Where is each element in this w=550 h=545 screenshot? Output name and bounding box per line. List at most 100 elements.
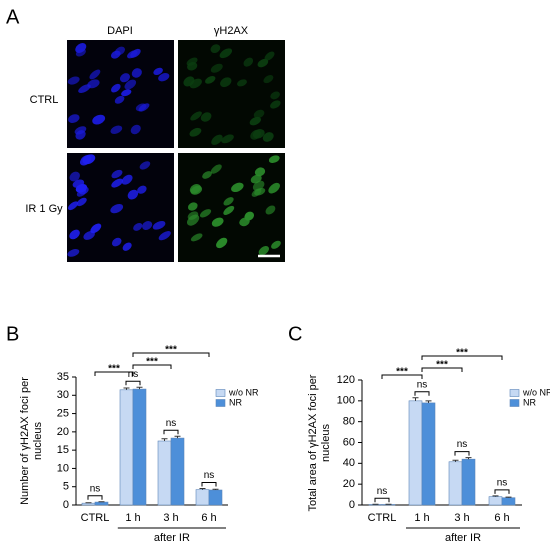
- sig-bracket: [87, 495, 103, 500]
- legend-swatch: [215, 399, 226, 407]
- nucleus: [127, 189, 139, 200]
- nucleus: [270, 100, 281, 109]
- nucleus: [223, 197, 234, 206]
- nucleus: [268, 155, 280, 163]
- nucleus: [67, 249, 80, 257]
- nucleus: [76, 197, 87, 207]
- nucleus: [270, 91, 280, 100]
- bar: [132, 388, 147, 506]
- nucleus: [187, 214, 200, 226]
- sig-label: ns: [377, 486, 388, 497]
- x-tick-label: 1 h: [414, 512, 429, 524]
- y-tick-label: 100: [337, 395, 355, 407]
- nucleus: [243, 57, 254, 67]
- nucleus: [158, 231, 171, 241]
- nucleus: [239, 217, 250, 227]
- bar: [94, 501, 109, 506]
- sig-bracket: [381, 374, 423, 379]
- y-tick-label: 10: [57, 462, 69, 474]
- nucleus: [142, 221, 153, 231]
- row-label: IR 1 Gy: [25, 203, 63, 215]
- sig-bracket: [414, 391, 430, 396]
- y-tick-label: 30: [57, 389, 69, 401]
- error-bar: [425, 400, 432, 403]
- nucleus: [69, 171, 80, 182]
- nucleus: [121, 89, 132, 97]
- sig-label: ***: [108, 364, 120, 375]
- y-tick-label: 15: [57, 444, 69, 456]
- legend-label: NR: [523, 397, 536, 407]
- bar: [119, 389, 134, 506]
- y-tick-label: 40: [343, 457, 355, 469]
- y-tick-label: 80: [343, 416, 355, 428]
- sig-label: ns: [457, 439, 468, 450]
- sig-label: ns: [90, 483, 101, 494]
- nucleus: [210, 44, 221, 54]
- nucleus: [133, 222, 143, 231]
- bar: [488, 496, 503, 506]
- nucleus: [190, 233, 203, 242]
- sig-bracket: [494, 489, 510, 494]
- sig-bracket: [94, 371, 134, 376]
- panel-label: C: [288, 323, 302, 345]
- sig-label: ***: [456, 348, 468, 359]
- nucleus: [189, 78, 202, 89]
- nucleus: [152, 221, 166, 230]
- panel-label: A: [6, 6, 20, 28]
- error-bar: [505, 496, 512, 498]
- nucleus: [249, 116, 261, 126]
- nucleus: [216, 237, 228, 249]
- nucleus: [187, 202, 198, 211]
- group-label: after IR: [445, 532, 481, 544]
- panel-label: B: [6, 323, 19, 345]
- nucleus: [89, 69, 101, 80]
- legend-swatch: [509, 389, 520, 397]
- column-label: DAPI: [107, 25, 133, 37]
- sig-bracket: [421, 367, 463, 372]
- nucleus: [68, 114, 80, 123]
- sig-bracket: [201, 482, 217, 487]
- nucleus: [67, 201, 79, 211]
- sig-label: ***: [146, 357, 158, 368]
- nucleus: [231, 182, 244, 193]
- nucleus: [92, 114, 106, 125]
- nucleus: [189, 184, 201, 194]
- nucleus: [124, 79, 137, 90]
- y-tick-label: 120: [337, 374, 355, 386]
- nucleus: [75, 130, 86, 140]
- cells: [67, 43, 281, 257]
- column-label: γH2AX: [214, 25, 249, 37]
- x-tick-label: CTRL: [81, 512, 110, 524]
- nucleus: [189, 127, 202, 137]
- nucleus: [80, 154, 92, 166]
- nucleus: [111, 237, 122, 247]
- nucleus: [210, 63, 223, 73]
- nucleus: [78, 186, 89, 195]
- nucleus: [110, 203, 124, 214]
- y-tick-label: 20: [57, 426, 69, 438]
- error-bar: [465, 457, 472, 460]
- sig-label: ns: [166, 418, 177, 429]
- x-tick-label: 6 h: [494, 512, 509, 524]
- nucleus: [187, 61, 198, 71]
- error-bar: [412, 397, 419, 401]
- legend-label: w/o NR: [522, 387, 550, 397]
- nucleus: [253, 109, 265, 119]
- nucleus: [263, 74, 274, 84]
- nucleus: [268, 182, 280, 194]
- nucleus: [262, 132, 274, 142]
- nucleus: [111, 169, 123, 179]
- nucleus: [87, 79, 100, 89]
- nucleus: [237, 79, 247, 87]
- nucleus: [119, 73, 130, 83]
- nucleus: [265, 205, 276, 215]
- error-bar: [136, 386, 143, 390]
- nucleus: [114, 95, 125, 104]
- error-bar: [492, 495, 499, 497]
- nucleus: [202, 171, 212, 179]
- sig-bracket: [132, 364, 172, 369]
- legend-label: NR: [229, 397, 242, 407]
- nucleus: [264, 51, 275, 61]
